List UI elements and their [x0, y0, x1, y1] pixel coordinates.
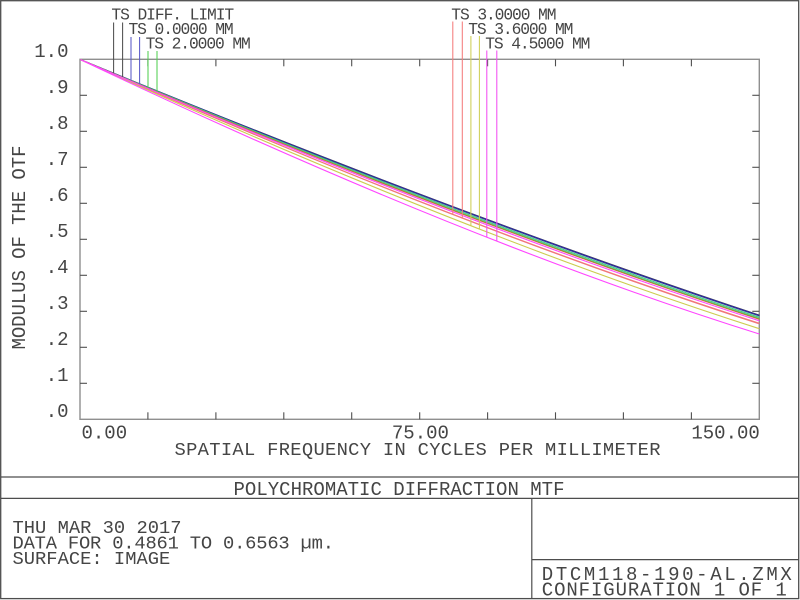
svg-text:.0: .0 — [46, 401, 69, 423]
svg-text:150.00: 150.00 — [691, 423, 759, 445]
svg-text:MODULUS OF THE OTF: MODULUS OF THE OTF — [9, 146, 31, 350]
svg-text:TS DIFF. LIMIT: TS DIFF. LIMIT — [111, 5, 234, 24]
svg-text:.2: .2 — [46, 329, 69, 351]
svg-text:CONFIGURATION 1 OF 1: CONFIGURATION 1 OF 1 — [542, 579, 787, 600]
svg-text:DATA FOR 0.4861 TO 0.6563 µm.: DATA FOR 0.4861 TO 0.6563 µm. — [13, 532, 335, 554]
svg-text:THU MAR 30 2017: THU MAR 30 2017 — [13, 517, 182, 539]
svg-text:1.0: 1.0 — [34, 41, 68, 63]
svg-text:SPATIAL FREQUENCY IN CYCLES PE: SPATIAL FREQUENCY IN CYCLES PER MILLIMET… — [175, 439, 661, 461]
svg-text:.6: .6 — [46, 185, 69, 207]
svg-text:75.00: 75.00 — [392, 423, 449, 445]
svg-text:.9: .9 — [46, 77, 69, 99]
svg-text:TS 3.6000 MM: TS 3.6000 MM — [468, 20, 573, 39]
svg-text:TS 0.0000 MM: TS 0.0000 MM — [129, 20, 234, 39]
svg-text:TS 2.0000 MM: TS 2.0000 MM — [146, 34, 251, 53]
svg-text:.8: .8 — [46, 113, 69, 135]
svg-text:SURFACE: IMAGE: SURFACE: IMAGE — [13, 548, 171, 570]
svg-text:.4: .4 — [46, 257, 69, 279]
svg-text:TS 4.5000 MM: TS 4.5000 MM — [485, 34, 590, 53]
svg-text:.1: .1 — [46, 365, 69, 387]
svg-text:TS 3.0000 MM: TS 3.0000 MM — [451, 5, 556, 24]
svg-text:.3: .3 — [46, 293, 69, 315]
svg-text:.7: .7 — [46, 149, 69, 171]
svg-text:0.00: 0.00 — [82, 423, 128, 445]
svg-text:.5: .5 — [46, 221, 69, 243]
svg-text:POLYCHROMATIC DIFFRACTION MTF: POLYCHROMATIC DIFFRACTION MTF — [234, 479, 565, 501]
